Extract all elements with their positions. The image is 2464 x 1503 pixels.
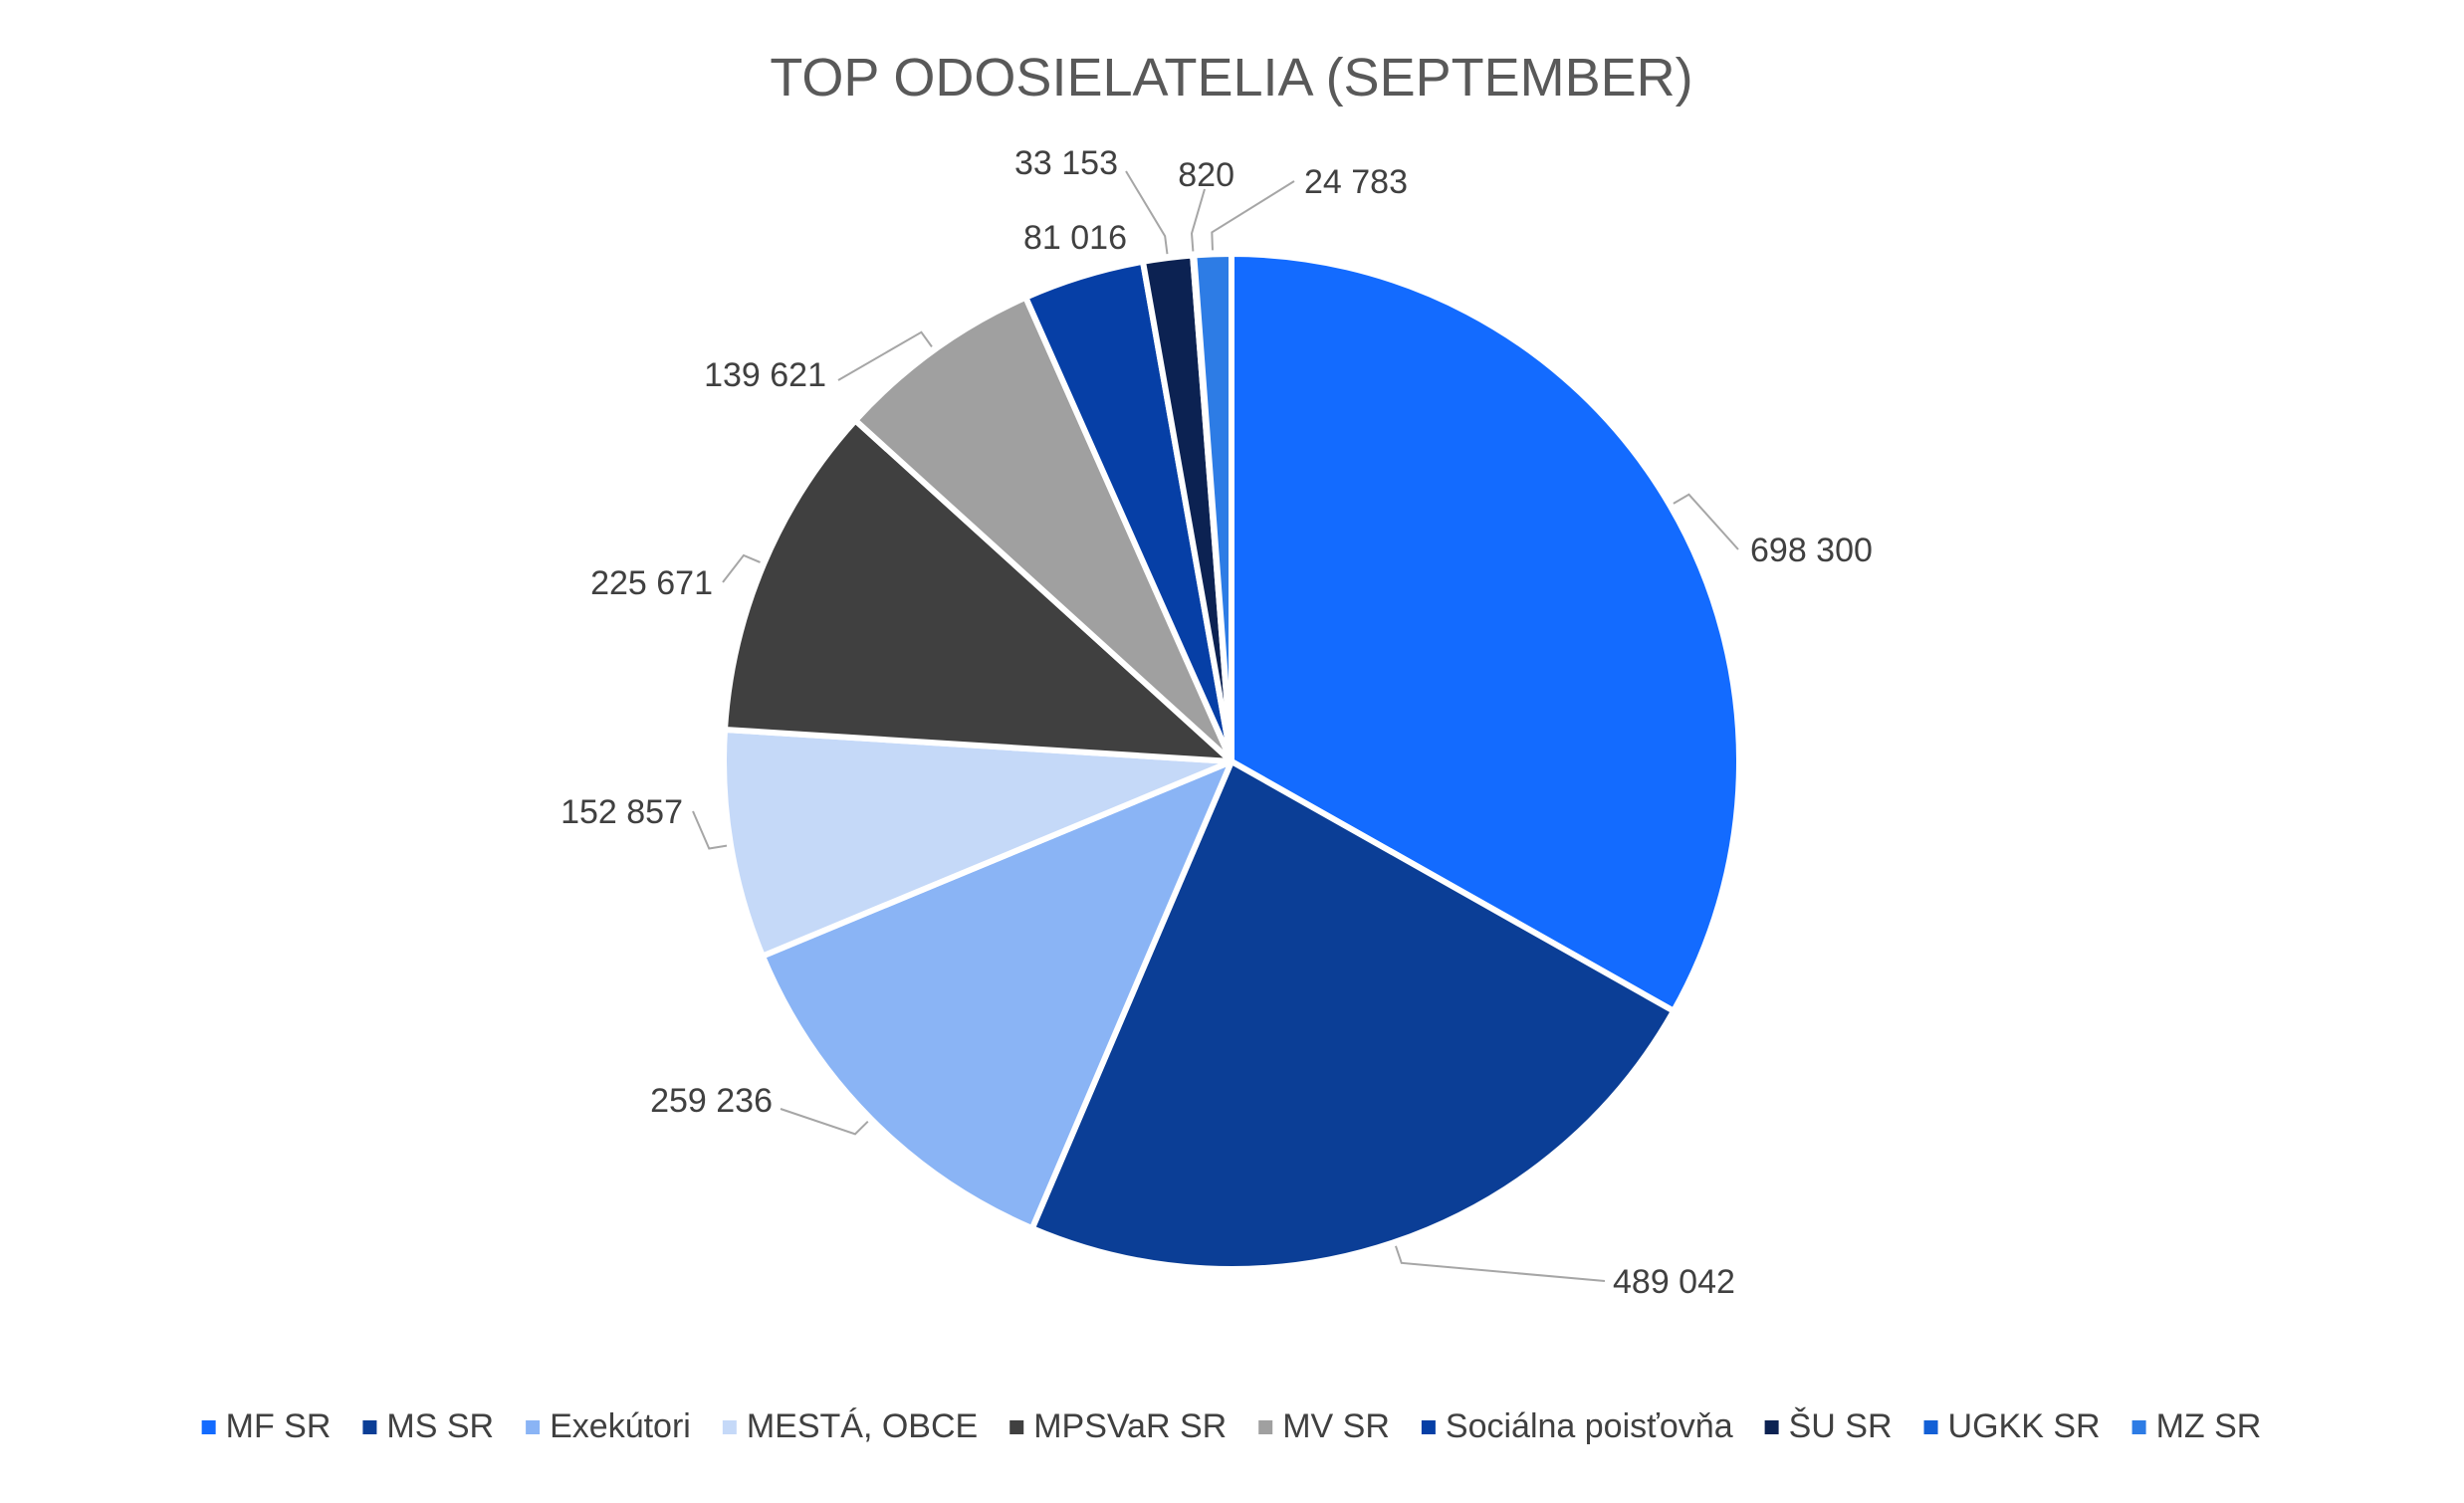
legend: MF SR MS SR Exekútori MESTÁ, OBCE MPSVaR SR M… <box>201 1407 2262 1445</box>
legend-item-exekutori: Exekútori <box>526 1407 691 1445</box>
legend-item-mesta-obce: MESTÁ, OBCE <box>722 1407 978 1445</box>
legend-swatch-mf-sr <box>201 1420 216 1434</box>
leader-line-mz-sr <box>1211 180 1295 251</box>
legend-label-exekutori: Exekútori <box>550 1407 691 1445</box>
data-label-ms-sr: 489 042 <box>1613 1263 1735 1301</box>
data-label-mv-sr: 139 621 <box>704 356 826 394</box>
legend-label-socialna-poistovna: Sociálna poisťovňa <box>1446 1407 1733 1445</box>
legend-item-su-sr: ŠU SR <box>1764 1407 1893 1445</box>
legend-swatch-su-sr <box>1764 1420 1779 1434</box>
data-label-ugkk-sr: 820 <box>1178 156 1234 194</box>
pie-slices <box>721 251 1743 1273</box>
legend-item-ms-sr: MS SR <box>362 1407 494 1445</box>
legend-label-mz-sr: MZ SR <box>2156 1407 2262 1445</box>
leader-line-mesta-obce <box>692 810 728 850</box>
data-label-socialna-poistovna: 81 016 <box>1023 219 1127 257</box>
legend-item-mv-sr: MV SR <box>1258 1407 1390 1445</box>
leader-line-ugkk-sr <box>1191 188 1206 252</box>
leader-line-exekutori <box>780 1108 869 1136</box>
legend-label-mf-sr: MF SR <box>226 1407 332 1445</box>
pie-slice-mz-sr <box>1191 251 1234 764</box>
legend-item-mf-sr: MF SR <box>201 1407 332 1445</box>
leader-line-mf-sr <box>1673 493 1739 550</box>
data-labels: 698 300 489 042 259 236 152 857 225 671 139 6… <box>560 144 1873 1301</box>
legend-item-ugkk-sr: UGKK SR <box>1923 1407 2101 1445</box>
legend-item-socialna-poistovna: Sociálna poisťovňa <box>1421 1407 1733 1445</box>
legend-swatch-ugkk-sr <box>1923 1420 1938 1434</box>
legend-swatch-mesta-obce <box>722 1420 737 1434</box>
legend-swatch-ms-sr <box>362 1420 377 1434</box>
pie-slice-mv-sr <box>852 294 1234 764</box>
legend-swatch-mv-sr <box>1258 1420 1273 1434</box>
pie-slice-mpsvar-sr <box>722 417 1234 764</box>
data-label-mesta-obce: 152 857 <box>560 793 683 831</box>
chart-title: TOP ODOSIELATELIA (SEPTEMBER) <box>770 48 1692 107</box>
data-label-mf-sr: 698 300 <box>1750 532 1873 569</box>
legend-item-mz-sr: MZ SR <box>2131 1407 2262 1445</box>
legend-label-mv-sr: MV SR <box>1282 1407 1390 1445</box>
legend-label-mpsvar-sr: MPSVaR SR <box>1033 1407 1227 1445</box>
pie-slice-ms-sr <box>1028 758 1678 1273</box>
legend-item-mpsvar-sr: MPSVaR SR <box>1009 1407 1227 1445</box>
legend-swatch-exekutori <box>526 1420 541 1434</box>
data-label-su-sr: 33 153 <box>1014 144 1118 182</box>
leader-lines <box>692 170 1739 1282</box>
pie-slice-exekutori <box>759 758 1234 1232</box>
legend-swatch-mz-sr <box>2131 1420 2146 1434</box>
legend-label-su-sr: ŠU SR <box>1789 1407 1893 1445</box>
legend-label-ugkk-sr: UGKK SR <box>1948 1407 2101 1445</box>
leader-line-ms-sr <box>1395 1245 1606 1282</box>
data-label-exekutori: 259 236 <box>650 1082 773 1120</box>
legend-swatch-socialna-poistovna <box>1421 1420 1436 1434</box>
legend-label-mesta-obce: MESTÁ, OBCE <box>747 1407 978 1445</box>
leader-line-su-sr <box>1125 170 1169 255</box>
data-label-mz-sr: 24 783 <box>1304 163 1408 201</box>
pie-slice-mf-sr <box>1229 251 1743 1014</box>
legend-swatch-mpsvar-sr <box>1009 1420 1024 1434</box>
leader-line-mv-sr <box>837 330 933 381</box>
pie-slice-mesta-obce <box>721 726 1234 960</box>
legend-label-ms-sr: MS SR <box>386 1407 494 1445</box>
leader-line-mpsvar-sr <box>722 553 761 583</box>
data-label-mpsvar-sr: 225 671 <box>590 564 713 602</box>
